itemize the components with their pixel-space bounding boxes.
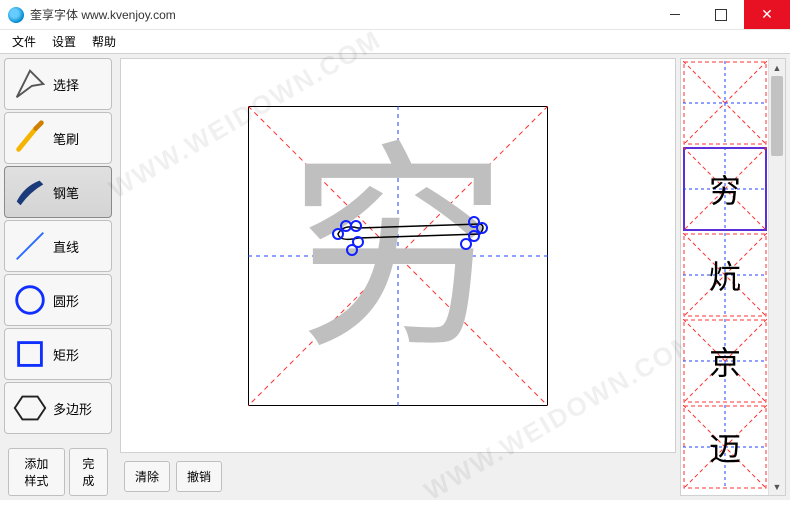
tool-polygon[interactable]: 多边形	[4, 382, 112, 434]
glyph-thumb[interactable]: 迈	[683, 405, 767, 489]
glyph-thumb-char: 迈	[683, 405, 767, 489]
glyph-canvas[interactable]: 穷	[248, 106, 548, 406]
tool-rect[interactable]: 矩形	[4, 328, 112, 380]
minimize-button[interactable]	[652, 0, 698, 29]
close-button[interactable]: ✕	[744, 0, 790, 29]
tool-line[interactable]: 直线	[4, 220, 112, 272]
glyph-thumb[interactable]	[683, 61, 767, 145]
svg-text:穷: 穷	[288, 127, 508, 373]
window-controls: ✕	[652, 0, 790, 29]
tool-select-label: 选择	[53, 75, 79, 94]
window-title: 奎享字体 www.kvenjoy.com	[30, 6, 652, 23]
tool-brush-label: 笔刷	[53, 129, 79, 148]
toolbox: 选择 笔刷 钢笔 直线 圆形	[0, 54, 116, 500]
tool-circle-label: 圆形	[53, 291, 79, 310]
pen-icon	[11, 173, 49, 211]
scroll-up-icon[interactable]: ▲	[769, 59, 785, 76]
app-icon	[8, 7, 24, 23]
tool-polygon-label: 多边形	[53, 399, 92, 418]
glyph-thumbnails: 穷 炕 京	[681, 59, 768, 495]
glyph-thumb[interactable]: 京	[683, 319, 767, 403]
glyph-list-panel: 穷 炕 京	[680, 58, 786, 496]
circle-icon	[11, 281, 49, 319]
maximize-button[interactable]	[698, 0, 744, 29]
menu-file[interactable]: 文件	[4, 31, 44, 52]
glyph-thumb[interactable]: 炕	[683, 233, 767, 317]
tool-pen-label: 钢笔	[53, 183, 79, 202]
brush-icon	[11, 119, 49, 157]
scroll-down-icon[interactable]: ▼	[769, 478, 785, 495]
cursor-icon	[11, 65, 49, 103]
hexagon-icon	[11, 389, 49, 427]
glyph-thumb-char: 京	[683, 319, 767, 403]
menu-help[interactable]: 帮助	[84, 31, 124, 52]
canvas-area[interactable]: WWW.WEIDOWN.COM WWW.WEIDOWN.COM 穷	[120, 58, 676, 453]
square-icon	[11, 335, 49, 373]
glyph-thumb-char: 穷	[683, 147, 767, 231]
glyph-thumb[interactable]: 穷	[683, 147, 767, 231]
undo-button[interactable]: 撤销	[176, 461, 222, 492]
menu-bar: 文件 设置 帮助	[0, 30, 790, 54]
glyph-thumb-char	[683, 61, 767, 145]
tool-select[interactable]: 选择	[4, 58, 112, 110]
tool-circle[interactable]: 圆形	[4, 274, 112, 326]
vertical-scrollbar[interactable]: ▲ ▼	[768, 59, 785, 495]
menu-settings[interactable]: 设置	[44, 31, 84, 52]
clear-button[interactable]: 清除	[124, 461, 170, 492]
glyph-thumb-char: 炕	[683, 233, 767, 317]
tool-brush[interactable]: 笔刷	[4, 112, 112, 164]
finish-button[interactable]: 完成	[69, 448, 108, 496]
tool-rect-label: 矩形	[53, 345, 79, 364]
tool-pen[interactable]: 钢笔	[4, 166, 112, 218]
title-bar: 奎享字体 www.kvenjoy.com ✕	[0, 0, 790, 30]
scroll-grip[interactable]	[771, 76, 783, 156]
add-style-button[interactable]: 添加样式	[8, 448, 65, 496]
tool-line-label: 直线	[53, 237, 79, 256]
line-icon	[11, 227, 49, 265]
